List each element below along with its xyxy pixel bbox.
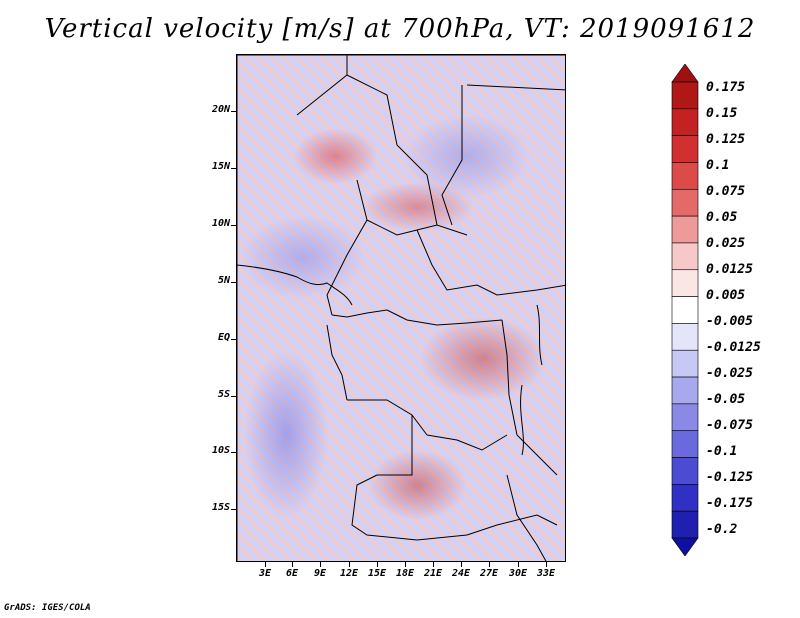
- colorbar-bottom-arrow: [671, 537, 699, 556]
- lat-label-20n: 20N: [211, 104, 230, 115]
- lat-tick: [231, 452, 236, 453]
- lon-tick: [518, 562, 519, 567]
- lon-label-27e: 27E: [479, 568, 499, 579]
- colorbar-label: 0.05: [706, 210, 738, 225]
- lat-tick: [231, 396, 236, 397]
- colorbar-segment: [671, 349, 699, 378]
- lon-tick: [489, 562, 490, 567]
- colorbar-segment: [671, 510, 699, 539]
- lon-label-9e: 9E: [313, 568, 327, 579]
- lat-tick: [231, 509, 236, 510]
- lon-tick: [377, 562, 378, 567]
- lon-label-6e: 6E: [285, 568, 299, 579]
- velocity-map-panel: [236, 54, 566, 562]
- colorbar-segment: [671, 242, 699, 271]
- colorbar-segment: [671, 296, 699, 324]
- map-title: Vertical velocity [m/s] at 700hPa, VT: 2…: [44, 14, 756, 44]
- lat-label-15s: 15S: [211, 502, 230, 513]
- colorbar-label: 0.0125: [706, 262, 753, 277]
- colorbar-segment: [671, 457, 699, 485]
- colorbar-segment: [671, 135, 699, 163]
- lat-label-10s: 10S: [211, 445, 230, 456]
- lon-label-33e: 33E: [536, 568, 556, 579]
- lat-tick: [231, 111, 236, 112]
- colorbar-segment: [671, 430, 699, 458]
- lat-label-10n: 10N: [211, 218, 230, 229]
- colorbar-segment: [671, 269, 699, 297]
- lon-label-24e: 24E: [451, 568, 471, 579]
- colorbar-segment: [671, 215, 699, 244]
- country-borders: [237, 55, 565, 561]
- colorbar-label: 0.025: [706, 236, 746, 251]
- lon-label-21e: 21E: [423, 568, 443, 579]
- lon-tick: [292, 562, 293, 567]
- colorbar-label: 0.075: [706, 184, 746, 199]
- colorbar-segment: [671, 403, 699, 432]
- colorbar-segment: [671, 323, 699, 351]
- colorbar-label: 0.005: [706, 288, 746, 303]
- colorbar-segment: [671, 376, 699, 405]
- lon-label-18e: 18E: [395, 568, 415, 579]
- colorbar-label: -0.005: [706, 314, 753, 329]
- lat-label-eq: EQ: [217, 332, 230, 343]
- colorbar-label: 0.1: [706, 158, 730, 173]
- grads-credit: GrADS: IGES/COLA: [4, 603, 91, 613]
- lat-label-15n: 15N: [211, 161, 230, 172]
- lon-label-12e: 12E: [339, 568, 359, 579]
- colorbar-segment: [671, 484, 699, 512]
- lat-tick: [231, 168, 236, 169]
- lon-label-3e: 3E: [258, 568, 272, 579]
- colorbar-label: -0.125: [706, 470, 753, 485]
- lat-label-5s: 5S: [217, 389, 230, 400]
- colorbar-label: 0.15: [706, 106, 738, 121]
- lon-tick: [433, 562, 434, 567]
- lon-label-30e: 30E: [508, 568, 528, 579]
- colorbar-label: -0.05: [706, 392, 746, 407]
- colorbar-top-arrow: [671, 64, 699, 83]
- lon-label-15e: 15E: [367, 568, 387, 579]
- lon-tick: [349, 562, 350, 567]
- lon-tick: [320, 562, 321, 567]
- colorbar-label: 0.125: [706, 132, 746, 147]
- lat-tick: [231, 225, 236, 226]
- lon-tick: [265, 562, 266, 567]
- colorbar-segment: [671, 162, 699, 190]
- colorbar-segment: [671, 108, 699, 136]
- lon-tick: [405, 562, 406, 567]
- colorbar-label: -0.2: [706, 522, 738, 537]
- lon-tick: [461, 562, 462, 567]
- colorbar: [671, 64, 699, 556]
- lat-tick: [231, 339, 236, 340]
- colorbar-segment: [671, 188, 699, 217]
- colorbar-label: -0.1: [706, 444, 738, 459]
- colorbar-label: -0.175: [706, 496, 753, 511]
- colorbar-segment: [671, 81, 699, 110]
- colorbar-label: -0.075: [706, 418, 753, 433]
- colorbar-label: -0.0125: [706, 340, 761, 355]
- colorbar-label: -0.025: [706, 366, 753, 381]
- lat-label-5n: 5N: [217, 275, 230, 286]
- lon-tick: [546, 562, 547, 567]
- lat-tick: [231, 282, 236, 283]
- colorbar-label: 0.175: [706, 80, 746, 95]
